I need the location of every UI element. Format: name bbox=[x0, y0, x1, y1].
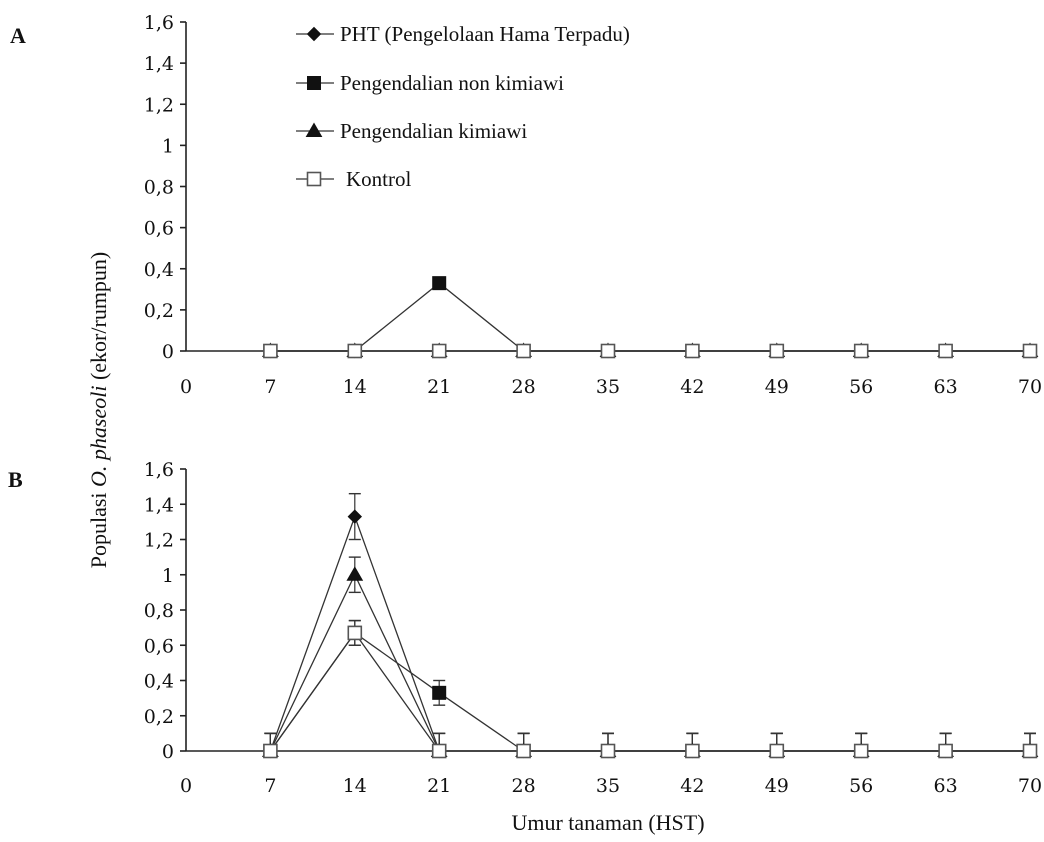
data-point bbox=[685, 343, 700, 359]
y-tick-label: 1,4 bbox=[144, 494, 174, 516]
data-point bbox=[769, 743, 785, 759]
x-tick-label: 28 bbox=[512, 775, 536, 797]
series-line-1 bbox=[270, 282, 1030, 352]
data-point bbox=[263, 743, 278, 759]
x-tick-label: 70 bbox=[1018, 376, 1042, 398]
y-tick-label: 1,2 bbox=[144, 530, 174, 552]
legend-marker bbox=[307, 76, 321, 90]
data-point bbox=[263, 343, 278, 359]
y-tick-label: 0,8 bbox=[144, 177, 174, 199]
data-point bbox=[431, 343, 447, 359]
y-tick-label: 1,6 bbox=[144, 459, 174, 481]
x-tick-label: 21 bbox=[427, 376, 451, 398]
series-line-3 bbox=[269, 631, 1030, 752]
data-point bbox=[685, 743, 700, 759]
legend-marker bbox=[306, 171, 322, 187]
x-tick-label: 0 bbox=[180, 376, 192, 398]
x-tick-label: 28 bbox=[512, 376, 536, 398]
x-tick-label: 42 bbox=[680, 775, 704, 797]
data-point bbox=[938, 343, 953, 359]
legend-item: PHT (Pengelolaan Hama Terpadu) bbox=[296, 22, 630, 46]
y-axis-title: Populasi O. phaseoli (ekor/rumpun) bbox=[86, 252, 111, 569]
y-tick-label: 1 bbox=[162, 135, 174, 157]
x-tick-label: 7 bbox=[264, 376, 276, 398]
y-tick-label: 1,2 bbox=[144, 94, 174, 116]
y-tick-label: 0 bbox=[162, 341, 174, 363]
x-tick-label: 35 bbox=[596, 775, 620, 797]
y-tick-label: 0,6 bbox=[144, 218, 174, 240]
x-tick-label: 0 bbox=[180, 775, 192, 797]
data-point bbox=[432, 276, 447, 291]
panel-letter: B bbox=[8, 467, 23, 492]
legend-label: Kontrol bbox=[346, 167, 411, 191]
data-point bbox=[600, 743, 616, 759]
data-point bbox=[432, 685, 447, 700]
legend-item: Kontrol bbox=[296, 167, 411, 191]
data-point bbox=[853, 343, 869, 359]
data-point bbox=[347, 625, 363, 641]
x-tick-label: 70 bbox=[1018, 775, 1042, 797]
data-point bbox=[516, 743, 531, 759]
y-tick-label: 0,4 bbox=[144, 671, 174, 693]
panel-letter: A bbox=[10, 23, 26, 48]
x-tick-label: 56 bbox=[849, 376, 873, 398]
legend-item: Pengendalian non kimiawi bbox=[296, 71, 564, 95]
x-tick-label: 42 bbox=[680, 376, 704, 398]
data-point bbox=[516, 343, 531, 359]
data-point bbox=[346, 566, 364, 581]
legend-item: Pengendalian kimiawi bbox=[296, 119, 527, 143]
panel-b: B 0 0,2 0,4 0,6 0,8 1 1,2 1,4 1,6 0 7 14 21 28 35 42 49 56… bbox=[8, 459, 1042, 797]
x-tick-label: 7 bbox=[264, 775, 276, 797]
y-tick-label: 0 bbox=[162, 741, 174, 763]
data-point bbox=[938, 743, 953, 759]
x-axis-title: Umur tanaman (HST) bbox=[511, 810, 704, 835]
x-tick-label: 35 bbox=[596, 376, 620, 398]
y-tick-label: 0,4 bbox=[144, 259, 174, 281]
legend-marker bbox=[306, 26, 322, 42]
data-point bbox=[600, 343, 616, 359]
y-tick-label: 0,2 bbox=[144, 706, 174, 728]
legend-label: Pengendalian kimiawi bbox=[340, 119, 527, 143]
x-tick-label: 63 bbox=[934, 376, 958, 398]
x-tick-label: 56 bbox=[849, 775, 873, 797]
x-tick-label: 14 bbox=[343, 376, 367, 398]
data-point bbox=[347, 343, 363, 359]
y-tick-label: 0,6 bbox=[144, 635, 174, 657]
data-point bbox=[431, 743, 447, 759]
data-point bbox=[1022, 343, 1038, 359]
series-line-0 bbox=[269, 514, 1030, 752]
x-tick-label: 21 bbox=[427, 775, 451, 797]
y-tick-label: 0,8 bbox=[144, 600, 174, 622]
series-line-2 bbox=[269, 573, 1030, 752]
legend-label: Pengendalian non kimiawi bbox=[340, 71, 564, 95]
panel-a: A 0 0,2 0,4 0,6 0,8 1 1,2 1,4 1,6 0 7 14 21 28 35 42 49 56… bbox=[10, 12, 1042, 398]
y-tick-label: 0,2 bbox=[144, 300, 174, 322]
x-tick-label: 14 bbox=[343, 775, 367, 797]
data-point bbox=[769, 343, 785, 359]
series-line-1 bbox=[269, 632, 1030, 752]
y-tick-label: 1,6 bbox=[144, 12, 174, 34]
data-point bbox=[1022, 743, 1038, 759]
legend: PHT (Pengelolaan Hama Terpadu) Pengendali… bbox=[296, 22, 630, 191]
data-point bbox=[853, 743, 869, 759]
y-tick-label: 1 bbox=[162, 565, 174, 587]
data-point bbox=[347, 509, 363, 524]
x-tick-label: 49 bbox=[765, 376, 789, 398]
legend-marker bbox=[305, 122, 323, 137]
x-tick-label: 49 bbox=[765, 775, 789, 797]
legend-label: PHT (Pengelolaan Hama Terpadu) bbox=[340, 22, 630, 46]
y-tick-label: 1,4 bbox=[144, 53, 174, 75]
x-tick-label: 63 bbox=[934, 775, 958, 797]
